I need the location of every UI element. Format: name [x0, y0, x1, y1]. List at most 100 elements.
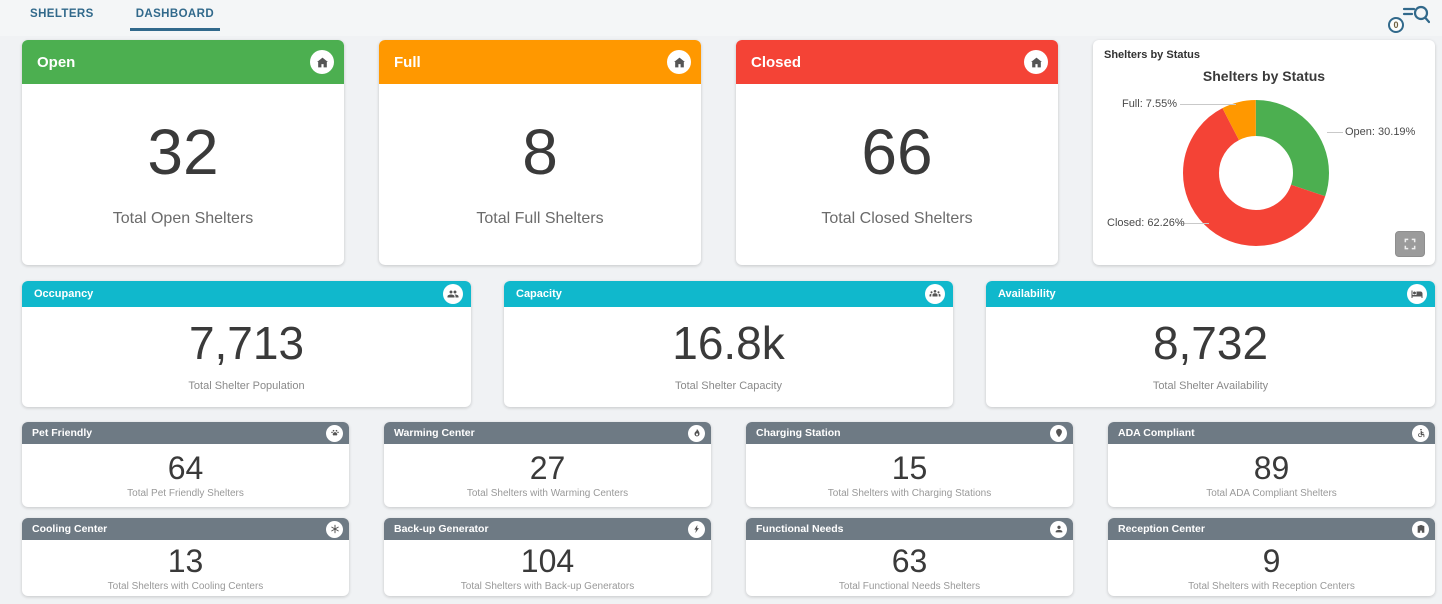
cooling-center-value: 13 — [167, 542, 204, 579]
closed-card-header: Closed — [736, 40, 1058, 84]
charging-station-header: Charging Station — [746, 422, 1073, 444]
occupancy-card-header: Occupancy — [22, 281, 471, 307]
functional-needs-header: Functional Needs — [746, 518, 1073, 540]
backup-generator-value: 104 — [520, 542, 575, 579]
full-card-title: Full — [394, 53, 421, 71]
charging-station-body: 15 Total Shelters with Charging Stations — [746, 444, 1073, 507]
ada-compliant-label: Total ADA Compliant Shelters — [1206, 488, 1337, 499]
charging-station-card: Charging Station 15 Total Shelters with … — [746, 422, 1073, 507]
pet-friendly-header: Pet Friendly — [22, 422, 349, 444]
reception-center-body: 9 Total Shelters with Reception Centers — [1108, 540, 1435, 596]
capacity-card: Capacity 16.8k Total Shelter Capacity — [504, 281, 953, 407]
full-count-label: Total Full Shelters — [476, 209, 604, 227]
closed-shelters-card: Closed 66 Total Closed Shelters — [736, 40, 1058, 265]
donut-slice-closed — [1183, 100, 1329, 246]
availability-card-body: 8,732 Total Shelter Availability — [986, 307, 1435, 407]
metrics-row: Occupancy 7,713 Total Shelter Population… — [22, 281, 1435, 407]
expand-chart-button[interactable] — [1395, 231, 1425, 257]
reception-center-header: Reception Center — [1108, 518, 1435, 540]
charging-station-value: 15 — [891, 450, 928, 486]
occupancy-card: Occupancy 7,713 Total Shelter Population — [22, 281, 471, 407]
status-row: Open 32 Total Open Shelters Full 8 Total… — [22, 40, 1435, 265]
functional-needs-label: Total Functional Needs Shelters — [838, 580, 981, 592]
capacity-card-header: Capacity — [504, 281, 953, 307]
pet-friendly-card: Pet Friendly 64 Total Pet Friendly Shelt… — [22, 422, 349, 507]
cooling-center-card: Cooling Center 13 Total Shelters with Co… — [22, 518, 349, 596]
full-count: 8 — [522, 115, 558, 188]
shelter-icon — [310, 50, 334, 74]
capacity-card-body: 16.8k Total Shelter Capacity — [504, 307, 953, 407]
open-card-title: Open — [37, 53, 76, 71]
building-icon — [1412, 520, 1429, 538]
paw-icon — [326, 424, 343, 442]
warming-center-label: Total Shelters with Warming Centers — [466, 488, 629, 499]
tab-shelters[interactable]: SHELTERS — [30, 8, 94, 20]
donut-slice-full — [1183, 100, 1329, 246]
occupancy-card-body: 7,713 Total Shelter Population — [22, 307, 471, 407]
capacity-value: 16.8k — [672, 317, 785, 369]
open-shelters-card: Open 32 Total Open Shelters — [22, 40, 344, 265]
pie-label-full: Full: 7.55% — [1121, 98, 1177, 110]
warming-center-card: Warming Center 27 Total Shelters with Wa… — [384, 422, 711, 507]
functional-needs-value: 63 — [891, 542, 928, 579]
tab-bar: SHELTERS DASHBOARD 0 — [0, 0, 1442, 36]
notification-badge: 0 — [1388, 17, 1404, 33]
backup-generator-header: Back-up Generator — [384, 518, 711, 540]
people-icon — [443, 284, 463, 304]
reception-center-card: Reception Center 9 Total Shelters with R… — [1108, 518, 1435, 596]
person-icon — [1050, 520, 1067, 538]
pet-friendly-title: Pet Friendly — [32, 427, 93, 439]
backup-generator-card: Back-up Generator 104 Total Shelters wit… — [384, 518, 711, 596]
backup-generator-body: 104 Total Shelters with Back-up Generato… — [384, 540, 711, 596]
warming-center-body: 27 Total Shelters with Warming Centers — [384, 444, 711, 507]
snowflake-icon — [326, 520, 343, 538]
availability-label: Total Shelter Availability — [1152, 380, 1269, 392]
functional-needs-body: 63 Total Functional Needs Shelters — [746, 540, 1073, 596]
full-shelters-card: Full 8 Total Full Shelters — [379, 40, 701, 265]
availability-card-header: Availability — [986, 281, 1435, 307]
closed-count-label: Total Closed Shelters — [821, 209, 973, 227]
open-count: 32 — [147, 115, 219, 188]
label-leader-line — [1327, 132, 1343, 133]
pet-friendly-body: 64 Total Pet Friendly Shelters — [22, 444, 349, 507]
cooling-center-title: Cooling Center — [32, 523, 108, 535]
full-card-body: 8 Total Full Shelters — [379, 84, 701, 265]
charging-pin-icon — [1050, 424, 1067, 442]
pie-label-open: Open: 30.19% — [1345, 126, 1416, 138]
availability-card: Availability 8,732 Total Shelter Availab… — [986, 281, 1435, 407]
ada-compliant-card: ADA Compliant 89 Total ADA Compliant She… — [1108, 422, 1435, 507]
shelter-icon — [667, 50, 691, 74]
closed-card-title: Closed — [751, 53, 802, 71]
cooling-center-label: Total Shelters with Cooling Centers — [107, 580, 264, 592]
warming-center-value: 27 — [529, 450, 566, 486]
label-leader-line — [1180, 104, 1236, 105]
reception-center-value: 9 — [1262, 542, 1281, 579]
warming-center-header: Warming Center — [384, 422, 711, 444]
cooling-center-header: Cooling Center — [22, 518, 349, 540]
reception-center-label: Total Shelters with Reception Centers — [1188, 580, 1355, 592]
cooling-center-body: 13 Total Shelters with Cooling Centers — [22, 540, 349, 596]
wheelchair-icon — [1412, 424, 1429, 442]
fullscreen-icon — [1404, 238, 1416, 250]
open-count-label: Total Open Shelters — [112, 209, 254, 227]
shelter-icon — [1024, 50, 1048, 74]
functional-needs-title: Functional Needs — [756, 523, 844, 535]
open-card-header: Open — [22, 40, 344, 84]
donut-chart — [1183, 100, 1329, 246]
occupancy-card-title: Occupancy — [34, 288, 94, 300]
closed-card-body: 66 Total Closed Shelters — [736, 84, 1058, 265]
ada-compliant-header: ADA Compliant — [1108, 422, 1435, 444]
bed-icon — [1407, 284, 1427, 304]
full-card-header: Full — [379, 40, 701, 84]
tab-dashboard[interactable]: DASHBOARD — [129, 8, 221, 31]
ada-compliant-title: ADA Compliant — [1118, 427, 1195, 439]
dashboard-content: Open 32 Total Open Shelters Full 8 Total… — [0, 36, 1442, 596]
functional-needs-card: Functional Needs 63 Total Functional Nee… — [746, 518, 1073, 596]
occupancy-label: Total Shelter Population — [188, 380, 305, 392]
pie-label-closed: Closed: 62.26% — [1107, 217, 1185, 229]
filter-search-button[interactable]: 0 — [1386, 2, 1430, 34]
backup-generator-label: Total Shelters with Back-up Generators — [460, 580, 635, 592]
reception-center-title: Reception Center — [1118, 523, 1205, 535]
features-row-2: Cooling Center 13 Total Shelters with Co… — [22, 518, 1435, 596]
pet-friendly-label: Total Pet Friendly Shelters — [127, 488, 244, 499]
